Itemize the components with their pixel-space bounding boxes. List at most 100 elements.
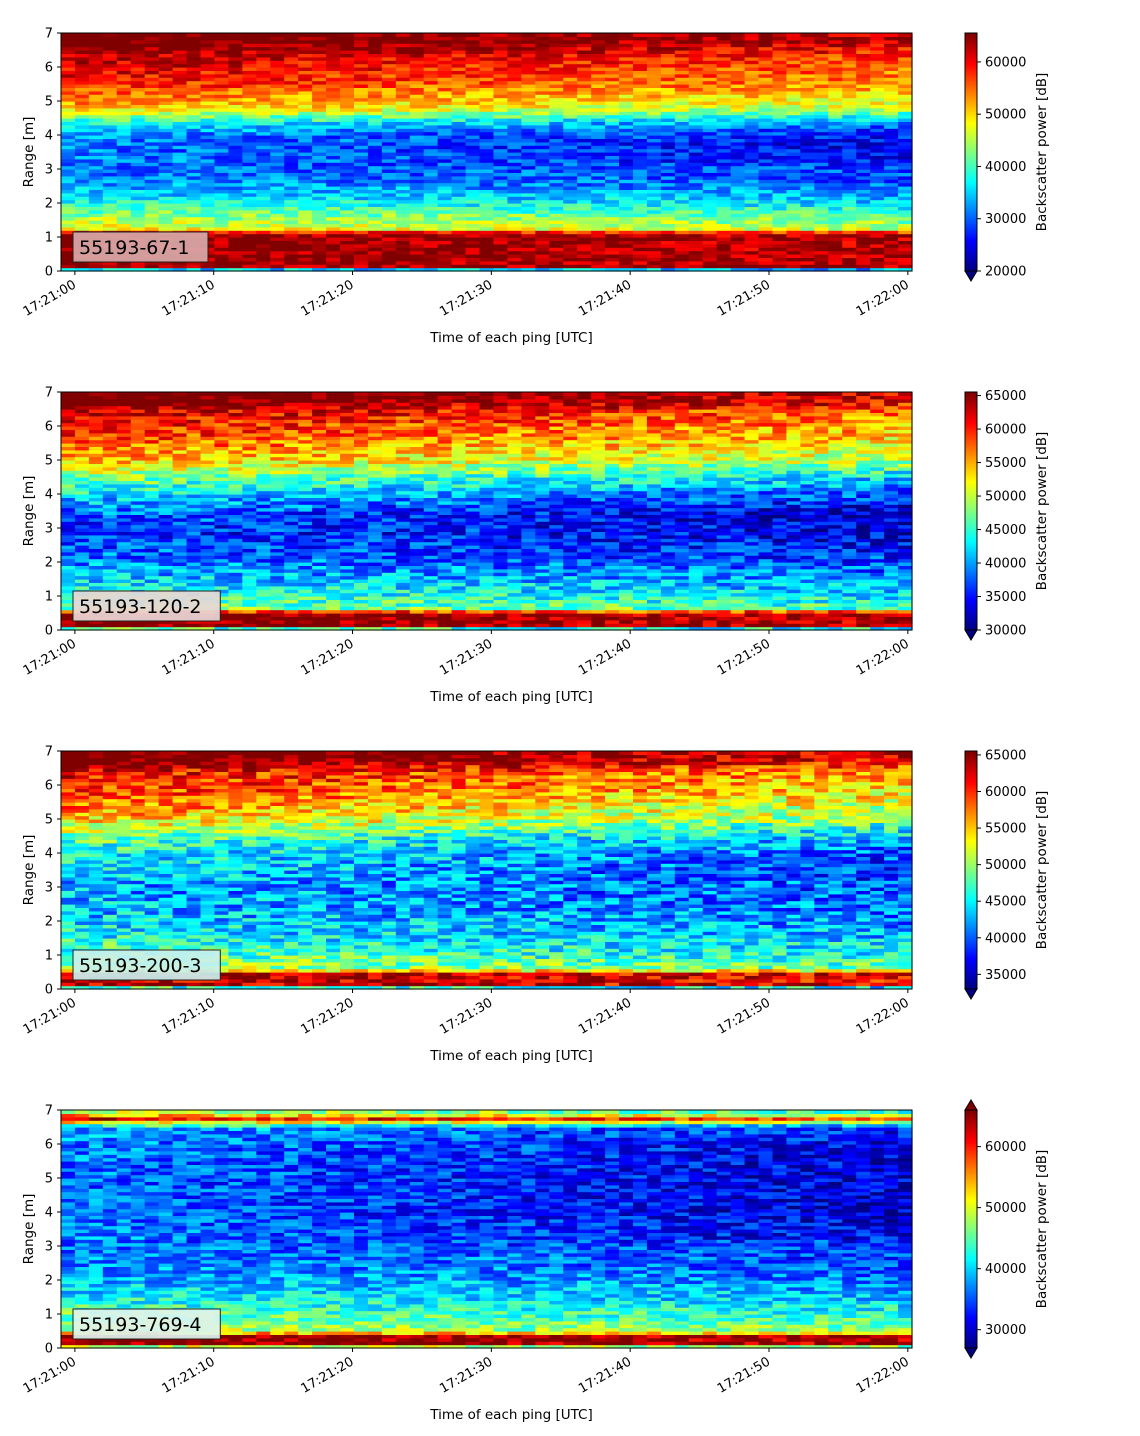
heatmap-cell <box>159 504 174 508</box>
heatmap-cell <box>382 251 397 255</box>
heatmap-cell <box>117 166 132 170</box>
heatmap-cell <box>214 193 229 197</box>
heatmap-cell <box>605 200 620 204</box>
heatmap-cell <box>605 234 620 238</box>
heatmap-cell <box>675 159 690 163</box>
heatmap-cell <box>856 132 871 136</box>
heatmap-cell <box>675 234 690 238</box>
heatmap-cell <box>61 149 76 153</box>
heatmap-cell <box>131 392 146 396</box>
heatmap-cell <box>591 244 606 248</box>
heatmap-cell <box>452 210 467 214</box>
heatmap-cell <box>549 217 564 221</box>
heatmap-cell <box>493 176 508 180</box>
heatmap-cell <box>800 142 815 146</box>
heatmap-cell <box>438 227 453 231</box>
heatmap-cell <box>284 210 299 214</box>
heatmap-cell <box>145 176 160 180</box>
heatmap-cell <box>535 234 550 238</box>
heatmap-cell <box>354 251 369 255</box>
heatmap-cell <box>270 142 285 146</box>
heatmap-cell <box>89 453 104 457</box>
heatmap-cell <box>800 159 815 163</box>
heatmap-cell <box>675 176 690 180</box>
heatmap-cell <box>633 33 648 37</box>
heatmap-cell <box>159 453 174 457</box>
heatmap-cell <box>61 132 76 136</box>
heatmap-cell <box>507 33 522 37</box>
heatmap-cell <box>856 244 871 248</box>
heatmap-cell <box>312 200 327 204</box>
heatmap-cell <box>256 234 271 238</box>
heatmap-cell <box>340 210 355 214</box>
heatmap-cell <box>396 234 411 238</box>
heatmap-cell <box>187 132 202 136</box>
heatmap-cell <box>535 142 550 146</box>
heatmap-cell <box>117 132 132 136</box>
heatmap-cell <box>89 183 104 187</box>
heatmap-cell <box>661 227 676 231</box>
heatmap-cell <box>842 142 857 146</box>
heatmap-cell <box>187 166 202 170</box>
heatmap-cell <box>480 244 495 248</box>
heatmap-cell <box>256 227 271 231</box>
heatmap-cell <box>173 142 188 146</box>
heatmap-cell <box>549 200 564 204</box>
heatmap-cell <box>396 193 411 197</box>
heatmap-cell <box>89 419 104 423</box>
heatmap-cell <box>145 402 160 406</box>
heatmap-cell <box>577 149 592 153</box>
heatmap-cell <box>731 234 746 238</box>
heatmap-cell <box>480 159 495 163</box>
heatmap-cell <box>703 251 718 255</box>
heatmap-cell <box>410 142 425 146</box>
heatmap-cell <box>131 264 146 268</box>
heatmap-cell <box>772 244 787 248</box>
heatmap-cell <box>284 217 299 221</box>
heatmap-cell <box>145 470 160 474</box>
x-axis-label: Time of each ping [UTC] <box>429 330 593 346</box>
heatmap-cell <box>173 217 188 221</box>
heatmap-cell <box>145 487 160 491</box>
heatmap-cell <box>298 183 313 187</box>
heatmap-cell <box>368 234 383 238</box>
heatmap-cell <box>828 227 843 231</box>
heatmap-cell <box>549 193 564 197</box>
heatmap-cell <box>466 166 481 170</box>
heatmap-cell <box>214 264 229 268</box>
heatmap-cell <box>452 132 467 136</box>
heatmap-cell <box>633 244 648 248</box>
heatmap-cell <box>493 132 508 136</box>
heatmap-cell <box>61 200 76 204</box>
heatmap-cell <box>703 210 718 214</box>
heatmap-cell <box>800 210 815 214</box>
heatmap-cell <box>814 244 829 248</box>
heatmap-cell <box>410 227 425 231</box>
heatmap-cell <box>131 419 146 423</box>
heatmap-cell <box>814 217 829 221</box>
heatmap-cell <box>563 176 578 180</box>
heatmap-cell <box>549 210 564 214</box>
heatmap-cell <box>731 183 746 187</box>
heatmap-cell <box>689 166 704 170</box>
y-tick-label: 4 <box>45 129 53 144</box>
heatmap-cell <box>507 149 522 153</box>
heatmap-cell <box>396 166 411 170</box>
heatmap-cell <box>284 166 299 170</box>
heatmap-cell <box>703 159 718 163</box>
heatmap-cell <box>549 176 564 180</box>
heatmap-cell <box>452 251 467 255</box>
heatmap-cell <box>493 264 508 268</box>
heatmap-cell <box>772 210 787 214</box>
heatmap-cell <box>89 210 104 214</box>
heatmap-cell <box>242 166 257 170</box>
heatmap-cell <box>647 176 662 180</box>
heatmap-cell <box>159 33 174 37</box>
heatmap-cell <box>61 487 76 491</box>
heatmap-cell <box>75 183 90 187</box>
heatmap-cell <box>745 176 760 180</box>
heatmap-cell <box>438 132 453 136</box>
heatmap-cell <box>201 132 216 136</box>
heatmap-cell <box>201 166 216 170</box>
heatmap-cell <box>368 149 383 153</box>
